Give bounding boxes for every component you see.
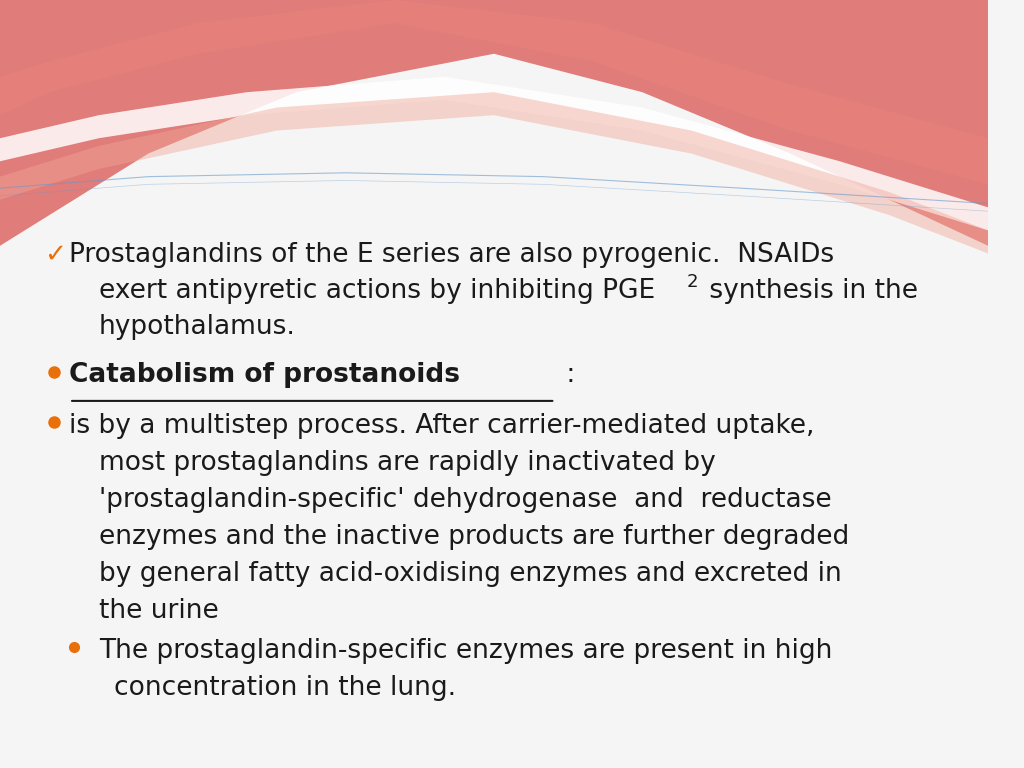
Text: :: :: [558, 362, 575, 389]
Text: ✓: ✓: [44, 242, 67, 268]
Text: 'prostaglandin-specific' dehydrogenase  and  reductase: 'prostaglandin-specific' dehydrogenase a…: [98, 487, 831, 513]
Polygon shape: [0, 92, 988, 253]
Polygon shape: [0, 77, 988, 230]
Text: by general fatty acid-oxidising enzymes and excreted in: by general fatty acid-oxidising enzymes …: [98, 561, 842, 587]
Polygon shape: [0, 0, 988, 246]
Text: concentration in the lung.: concentration in the lung.: [114, 675, 456, 701]
Text: most prostaglandins are rapidly inactivated by: most prostaglandins are rapidly inactiva…: [98, 450, 716, 476]
Polygon shape: [0, 0, 988, 184]
Text: enzymes and the inactive products are further degraded: enzymes and the inactive products are fu…: [98, 524, 849, 550]
Text: exert antipyretic actions by inhibiting PGE: exert antipyretic actions by inhibiting …: [98, 278, 655, 304]
Text: the urine: the urine: [98, 598, 218, 624]
Text: is by a multistep process. After carrier-mediated uptake,: is by a multistep process. After carrier…: [70, 413, 815, 439]
Text: Prostaglandins of the E series are also pyrogenic.  NSAIDs: Prostaglandins of the E series are also …: [70, 242, 835, 268]
Text: Catabolism of prostanoids: Catabolism of prostanoids: [70, 362, 460, 389]
Text: synthesis in the: synthesis in the: [701, 278, 919, 304]
Text: 2: 2: [687, 273, 698, 291]
Text: hypothalamus.: hypothalamus.: [98, 314, 296, 340]
Text: The prostaglandin-specific enzymes are present in high: The prostaglandin-specific enzymes are p…: [98, 638, 833, 664]
